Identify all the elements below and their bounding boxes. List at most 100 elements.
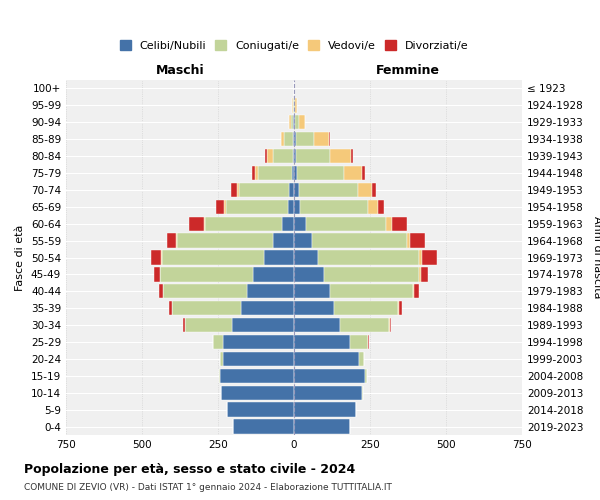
Bar xyxy=(224,200,226,214)
Bar xyxy=(226,200,288,214)
Bar xyxy=(227,402,294,417)
Bar xyxy=(221,386,294,400)
Bar xyxy=(204,216,205,231)
Bar xyxy=(294,284,331,298)
Bar xyxy=(223,335,294,349)
Bar xyxy=(183,318,185,332)
Bar xyxy=(241,301,294,316)
Bar xyxy=(407,234,410,248)
Bar xyxy=(334,301,398,316)
Bar xyxy=(281,132,284,146)
Bar xyxy=(217,200,224,214)
Y-axis label: Fasce di età: Fasce di età xyxy=(16,224,25,290)
Text: COMUNE DI ZEVIO (VR) - Dati ISTAT 1° gennaio 2024 - Elaborazione TUTTITALIA.IT: COMUNE DI ZEVIO (VR) - Dati ISTAT 1° gen… xyxy=(24,484,392,492)
Bar xyxy=(419,250,422,264)
Text: Maschi: Maschi xyxy=(155,64,205,78)
Bar xyxy=(220,368,294,383)
Bar xyxy=(371,182,376,197)
Bar xyxy=(362,166,365,180)
Bar xyxy=(288,200,294,214)
Bar xyxy=(362,386,363,400)
Bar xyxy=(351,149,353,164)
Bar xyxy=(293,115,294,130)
Bar xyxy=(294,234,312,248)
Bar xyxy=(185,318,232,332)
Bar xyxy=(325,267,419,281)
Bar xyxy=(263,250,294,264)
Bar xyxy=(169,301,172,316)
Bar xyxy=(296,149,330,164)
Bar xyxy=(422,250,437,264)
Bar xyxy=(232,318,294,332)
Bar xyxy=(419,267,421,281)
Bar xyxy=(300,200,368,214)
Bar xyxy=(255,166,258,180)
Bar xyxy=(294,250,319,264)
Bar xyxy=(223,352,294,366)
Bar xyxy=(189,216,204,231)
Bar xyxy=(410,234,425,248)
Bar xyxy=(344,166,362,180)
Bar xyxy=(294,216,306,231)
Bar xyxy=(294,318,340,332)
Bar xyxy=(294,149,296,164)
Bar xyxy=(247,284,294,298)
Bar xyxy=(294,115,295,130)
Bar xyxy=(398,301,401,316)
Bar xyxy=(294,166,297,180)
Bar xyxy=(294,386,362,400)
Bar xyxy=(390,318,391,332)
Bar xyxy=(151,250,161,264)
Bar xyxy=(163,284,247,298)
Bar xyxy=(162,250,263,264)
Bar xyxy=(413,284,414,298)
Bar xyxy=(205,216,283,231)
Bar xyxy=(252,166,255,180)
Bar xyxy=(172,301,241,316)
Bar xyxy=(159,284,163,298)
Bar xyxy=(294,420,350,434)
Legend: Celibi/Nubili, Coniugati/e, Vedovi/e, Divorziati/e: Celibi/Nubili, Coniugati/e, Vedovi/e, Di… xyxy=(115,36,473,55)
Bar xyxy=(340,318,389,332)
Bar xyxy=(167,234,176,248)
Bar xyxy=(293,132,294,146)
Bar xyxy=(359,352,364,366)
Bar xyxy=(220,352,223,366)
Bar xyxy=(265,149,267,164)
Bar xyxy=(233,420,294,434)
Bar xyxy=(294,200,300,214)
Bar xyxy=(314,132,329,146)
Bar xyxy=(284,132,293,146)
Bar xyxy=(239,182,289,197)
Bar xyxy=(273,234,294,248)
Bar xyxy=(299,182,358,197)
Bar xyxy=(253,267,294,281)
Bar xyxy=(297,166,344,180)
Bar xyxy=(312,234,407,248)
Bar xyxy=(294,267,325,281)
Bar xyxy=(306,216,386,231)
Bar xyxy=(294,402,356,417)
Bar xyxy=(294,301,334,316)
Bar xyxy=(154,267,160,281)
Bar xyxy=(213,335,214,349)
Bar xyxy=(377,200,383,214)
Text: Popolazione per età, sesso e stato civile - 2024: Popolazione per età, sesso e stato civil… xyxy=(24,462,355,475)
Bar xyxy=(176,234,177,248)
Bar xyxy=(218,368,220,383)
Bar xyxy=(386,216,392,231)
Bar xyxy=(299,115,305,130)
Bar xyxy=(294,335,350,349)
Bar xyxy=(331,284,413,298)
Bar xyxy=(294,132,296,146)
Bar xyxy=(161,250,162,264)
Bar xyxy=(273,149,293,164)
Bar xyxy=(294,182,299,197)
Bar xyxy=(214,335,223,349)
Bar xyxy=(421,267,428,281)
Bar xyxy=(294,368,365,383)
Bar xyxy=(295,98,297,112)
Bar xyxy=(296,132,314,146)
Bar xyxy=(293,149,294,164)
Bar xyxy=(237,182,239,197)
